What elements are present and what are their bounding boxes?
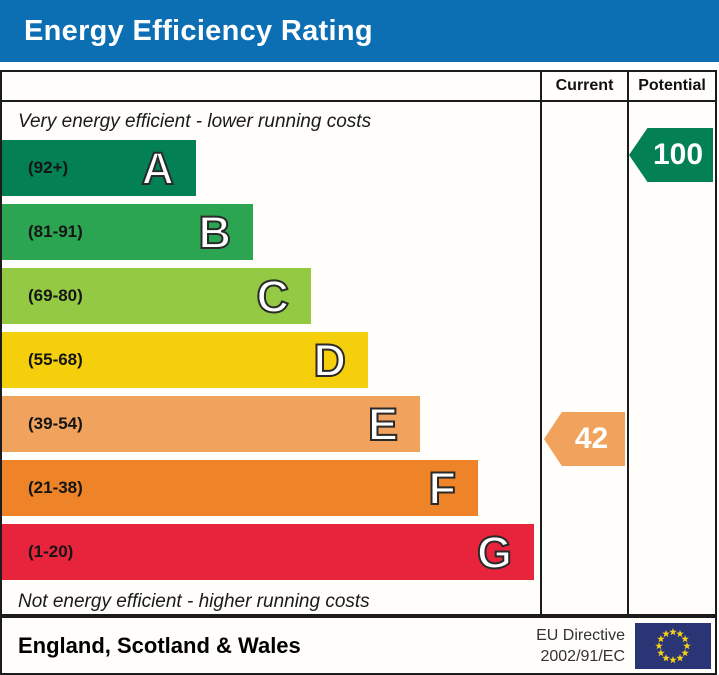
potential-value: 100 [652,138,704,171]
band-letter: A [141,142,175,194]
top-note: Very energy efficient - lower running co… [18,111,372,132]
band-row-b: (81-91) B [2,204,253,260]
current-marker: 42 [544,412,625,466]
band-range-label: (69-80) [28,286,83,305]
page-title: Energy Efficiency Rating [24,14,373,47]
band-row-c: (69-80) C [2,268,311,324]
potential-marker: 100 [629,128,713,182]
chart-body: Very energy efficient - lower running co… [2,102,715,616]
chart-header-row: Current Potential [2,72,715,102]
band-row-g: (1-20) G [2,524,534,580]
band-letter: G [476,526,513,578]
current-value: 42 [574,422,609,455]
column-header-bands [2,72,540,100]
band-letter: F [428,462,457,514]
title-bar: Energy Efficiency Rating [0,0,719,62]
footer: England, Scotland & Wales EU Directive 2… [0,616,717,675]
band-range-label: (81-91) [28,222,83,241]
band-letter: D [313,334,347,386]
band-range-label: (21-38) [28,478,83,497]
band-range-label: (39-54) [28,414,83,433]
epc-chart: Current Potential Very energy efficient … [0,70,717,616]
eu-directive-label: EU Directive 2002/91/EC [536,625,625,667]
band-range-label: (92+) [28,158,69,177]
region-label: England, Scotland & Wales [18,632,301,658]
current-column: 42 [540,102,627,616]
eu-directive-line1: EU Directive [536,626,625,644]
band-row-e: (39-54) E [2,396,420,452]
bottom-note: Not energy efficient - higher running co… [18,591,370,612]
band-row-f: (21-38) F [2,460,478,516]
band-range-label: (1-20) [28,542,74,561]
band-letter: C [256,270,290,322]
band-row-a: (92+) A [2,140,196,196]
column-header-potential: Potential [627,72,715,100]
band-letter: E [367,398,399,450]
band-range-label: (55-68) [28,350,83,369]
band-row-d: (55-68) D [2,332,368,388]
eu-flag-icon [635,622,711,669]
bands-column: Very energy efficient - lower running co… [2,102,540,616]
potential-column: 100 [627,102,715,616]
eu-directive-line2: 2002/91/EC [540,647,625,665]
column-header-current: Current [540,72,627,100]
band-letter: B [198,206,232,258]
